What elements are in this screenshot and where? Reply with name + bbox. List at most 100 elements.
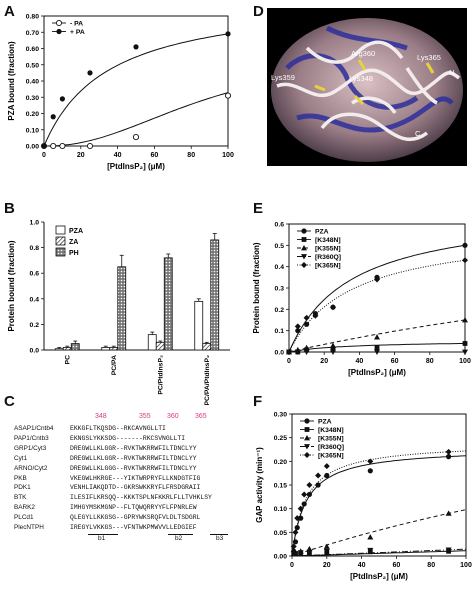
chart-e-x-tick-label: 0 [287,358,291,365]
chart-f-series-3-point [292,551,299,557]
chart-b-bar [194,300,204,351]
label-n-term: N [449,68,454,77]
chart-f-series-3-point [323,548,330,555]
chart-f-series-4-legend-label: [K365N] [318,453,344,460]
chart-e-x-tick-label: 80 [426,358,434,365]
chart-e-series-3-legend-marker [301,254,307,260]
chart-b-bar [62,347,72,351]
chart-a-x-axis-label: [PtdInsP₂] (μM) [107,162,165,171]
chart-a-y-tick-label: 0.10 [26,127,39,134]
label-arg360: Arg360 [351,49,375,58]
chart-f-series-0-point [446,454,452,460]
chart-e-series-0-point [462,242,468,248]
chart-a-y-tick-label: 0.20 [26,111,39,118]
chart-b-y-tick-label: 0.2 [30,322,40,329]
chart-e-y-tick-label: 0.2 [275,307,285,314]
chart-b-svg: 0.0 0.2 0.4 0.6 0.8 1.0 Protein bound (fractio… [7,220,230,405]
chart-f-x-tick-label: 40 [358,562,366,569]
chart-b-legend-swatch [55,225,66,235]
panel-label-a: A [4,3,15,20]
chart-a-x-tick-label: 40 [114,152,122,159]
chart-f-series-1-legend-marker [304,427,310,432]
chart-b-legend-label: ZA [69,239,78,246]
chart-a-series-1-fit-line [43,33,229,147]
panel-label-d: D [253,3,264,20]
chart-f-series-4-point [294,515,301,522]
chart-b-bar [109,347,119,351]
mark-b2: b2 [175,535,183,542]
alignment-name-row: BARK2 [14,504,35,512]
chart-a-series-1-point [41,143,47,149]
chart-e-series-3-point [462,349,468,355]
alignment-name-row: ASAP1/Cntb4 [14,425,54,432]
chart-a-x-tick-label: 100 [222,152,234,159]
chart-e-series-3-point [303,349,310,355]
chart-f-series-4-fit-line [291,450,467,557]
mark-b3: b3 [216,535,224,542]
chart-a-series-0-fit-line [44,92,229,147]
chart-b-y-tick-label: 0.8 [30,245,40,252]
alignment-name-row: ARNO/Cyt2 [14,464,48,472]
chart-e-y-tick-label: 0.0 [275,350,285,357]
chart-f-y-axis-label: GAP activity (min⁻¹) [255,447,264,523]
alignment-name-row: PLCd1 [14,514,34,522]
chart-e-series-3-point [374,349,380,355]
chart-a-series-0-legend-marker [55,19,63,27]
alignment-protein-names: ASAP1/Cntb4 PAP1/Cntb3 GRP1/Cyt3 Cyt1 ARNO/C… [14,424,53,533]
chart-e-series-2-point [374,334,380,340]
chart-e-y-axis-label: Protein bound (fraction) [252,242,261,333]
alignment-sequence-row: EKNGSLYKKSDG-------RKCSVNGLLTI [70,434,186,442]
chart-a-y-tick-label: 0.70 [26,30,39,37]
chart-f-series-0-fit-line [291,455,467,557]
panel-a-chart: 0 20 40 60 80 100 0.00 0.10 0.20 0.30 0.40 0.50 0.60… [0,0,240,195]
position-348: 348 [95,413,107,420]
chart-f-y-tick-label: 0.25 [274,435,287,442]
chart-b-legend-swatch [55,236,66,246]
chart-e-x-tick-label: 40 [356,358,364,365]
chart-f-series-4-point [297,505,304,512]
chart-e-svg: 0 20 40 60 80 100 0.0 0.1 0.2 0.3 0.4 0.5 0.6 [PtdIns… [252,222,471,378]
chart-b-category-label: PC [64,355,71,365]
chart-a-series-1-point [59,96,65,102]
chart-e-series-1-legend-label: [K348N] [315,237,341,244]
chart-b-bar [210,239,220,351]
chart-a-series-1-point [133,44,139,50]
chart-f-x-tick-label: 100 [460,562,472,569]
alignment-sequence-row: DREGWLLKLGGR--RVKTWKRRWFILTDNCLYY [70,454,197,462]
chart-f-series-1-legend-label: [K348N] [318,427,344,434]
chart-b-bar [54,348,64,351]
chart-e-y-tick-label: 0.4 [275,264,285,271]
alignment-name-row: PKB [14,474,27,482]
chart-b-legend-swatch [55,247,66,257]
chart-a-series-0-point [50,142,57,150]
chart-b-category-label: PC/PA/PtdInsP₂ [204,355,211,405]
chart-e-series-3-point [330,349,336,355]
chart-e-series-2-point [303,344,310,351]
chart-e-y-tick-label: 0.6 [275,222,285,229]
chart-f-series-0-legend-label: PZA [318,419,332,426]
chart-e-x-tick-label: 100 [459,358,471,365]
chart-f-series-4-point [306,482,313,488]
alignment-sequence-row: VKEGWLHKRGE---YIKTWRPRYFLLKNDGTFIG [70,474,201,482]
alignment-name-row: Cyt1 [14,454,28,462]
chart-f-svg: 0 20 40 60 80 100 0.00 0.05 0.10 0.15 0.20 0.25 0.30… [255,412,472,582]
chart-a-y-tick-label: 0.30 [26,95,39,102]
position-360: 360 [167,413,179,420]
chart-a-x-tick-label: 80 [187,152,195,159]
chart-e-x-axis-label: [PtdInsP₂] (μM) [348,368,406,377]
chart-a-x-tick-label: 0 [42,152,46,159]
chart-a-y-axis-label: PZA bound (fraction) [7,41,16,121]
chart-e-series-2-point [462,317,468,323]
chart-b-bar [101,347,111,351]
protein-structure-image: Arg360 Lys365 Lys359 Lys348 N C [267,8,467,166]
chart-e-y-tick-label: 0.3 [275,286,285,293]
chart-e-series-4-point [330,304,336,311]
panel-d-structure: Arg360 Lys365 Lys359 Lys348 N C [267,8,467,166]
chart-f-x-tick-label: 0 [290,562,294,569]
chart-b-y-tick-label: 0.0 [30,348,40,355]
chart-e-series-1-point [462,341,468,346]
chart-f-series-2-point [445,510,452,516]
chart-b-bar [147,334,157,351]
alignment-name-row: PAP1/Cntb3 [14,434,49,442]
chart-a-y-tick-label: 0.40 [26,79,39,86]
